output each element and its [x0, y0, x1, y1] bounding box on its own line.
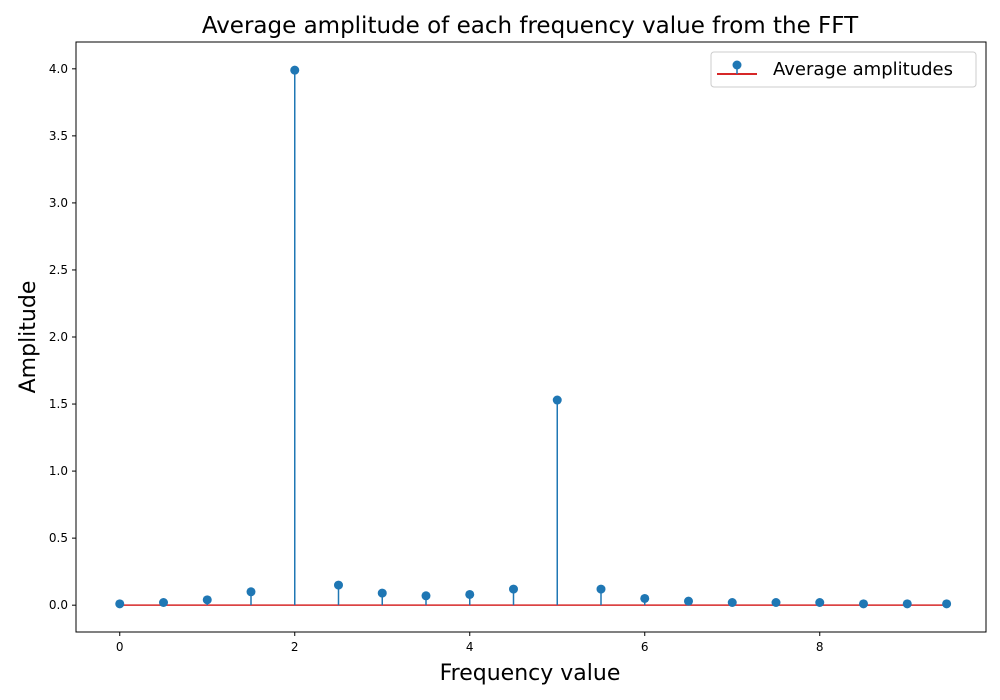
stem-marker [859, 599, 868, 609]
y-tick-label: 1.0 [49, 464, 68, 478]
y-tick-label: 4.0 [49, 62, 68, 76]
stem-marker [815, 598, 825, 607]
x-axis-ticks: 0 2 4 6 8 [116, 632, 824, 654]
stem-marker [509, 584, 518, 594]
stem-marker [771, 598, 781, 607]
y-tick-label: 0.0 [49, 598, 68, 612]
y-tick-label: 3.0 [49, 196, 68, 210]
y-tick-label: 2.5 [49, 263, 68, 277]
stem-marker [290, 65, 300, 75]
stem-marker [377, 588, 387, 598]
plot-frame [75, 41, 987, 633]
stem-marker [727, 598, 737, 607]
stem-lines [119, 70, 948, 606]
y-tick-label: 0.5 [49, 531, 68, 545]
stem-marker [902, 599, 912, 609]
x-tick-label: 4 [466, 640, 474, 654]
stem-marker [942, 599, 952, 609]
legend: Average amplitudes [710, 51, 977, 88]
chart-title: Average amplitude of each frequency valu… [202, 13, 859, 39]
stem-marker [465, 589, 475, 599]
stem-marker [684, 596, 693, 606]
legend-box [710, 51, 977, 88]
y-tick-label: 2.0 [49, 330, 68, 344]
x-tick-label: 2 [291, 640, 299, 654]
stem-marker [552, 395, 562, 405]
stem-marker [421, 591, 431, 601]
stem-marker [246, 587, 256, 597]
x-axis-label: Frequency value [440, 661, 621, 686]
stem-marker [202, 595, 212, 605]
stem-marker [596, 584, 606, 594]
x-tick-label: 6 [641, 640, 649, 654]
legend-label: Average amplitudes [773, 59, 953, 80]
stem-marker [640, 593, 650, 603]
y-tick-label: 1.5 [49, 397, 68, 411]
stem-marker [115, 599, 125, 609]
y-axis-label: Amplitude [16, 281, 41, 394]
stem-markers [115, 65, 952, 609]
stem-marker [334, 580, 343, 590]
legend-marker-swatch [732, 60, 742, 70]
y-tick-label: 3.5 [49, 129, 68, 143]
x-tick-label: 8 [816, 640, 824, 654]
x-tick-label: 0 [116, 640, 124, 654]
y-axis-ticks: 0.0 0.5 1.0 1.5 2.0 2.5 3.0 3.5 4.0 [49, 62, 76, 612]
stem-marker [159, 598, 168, 607]
